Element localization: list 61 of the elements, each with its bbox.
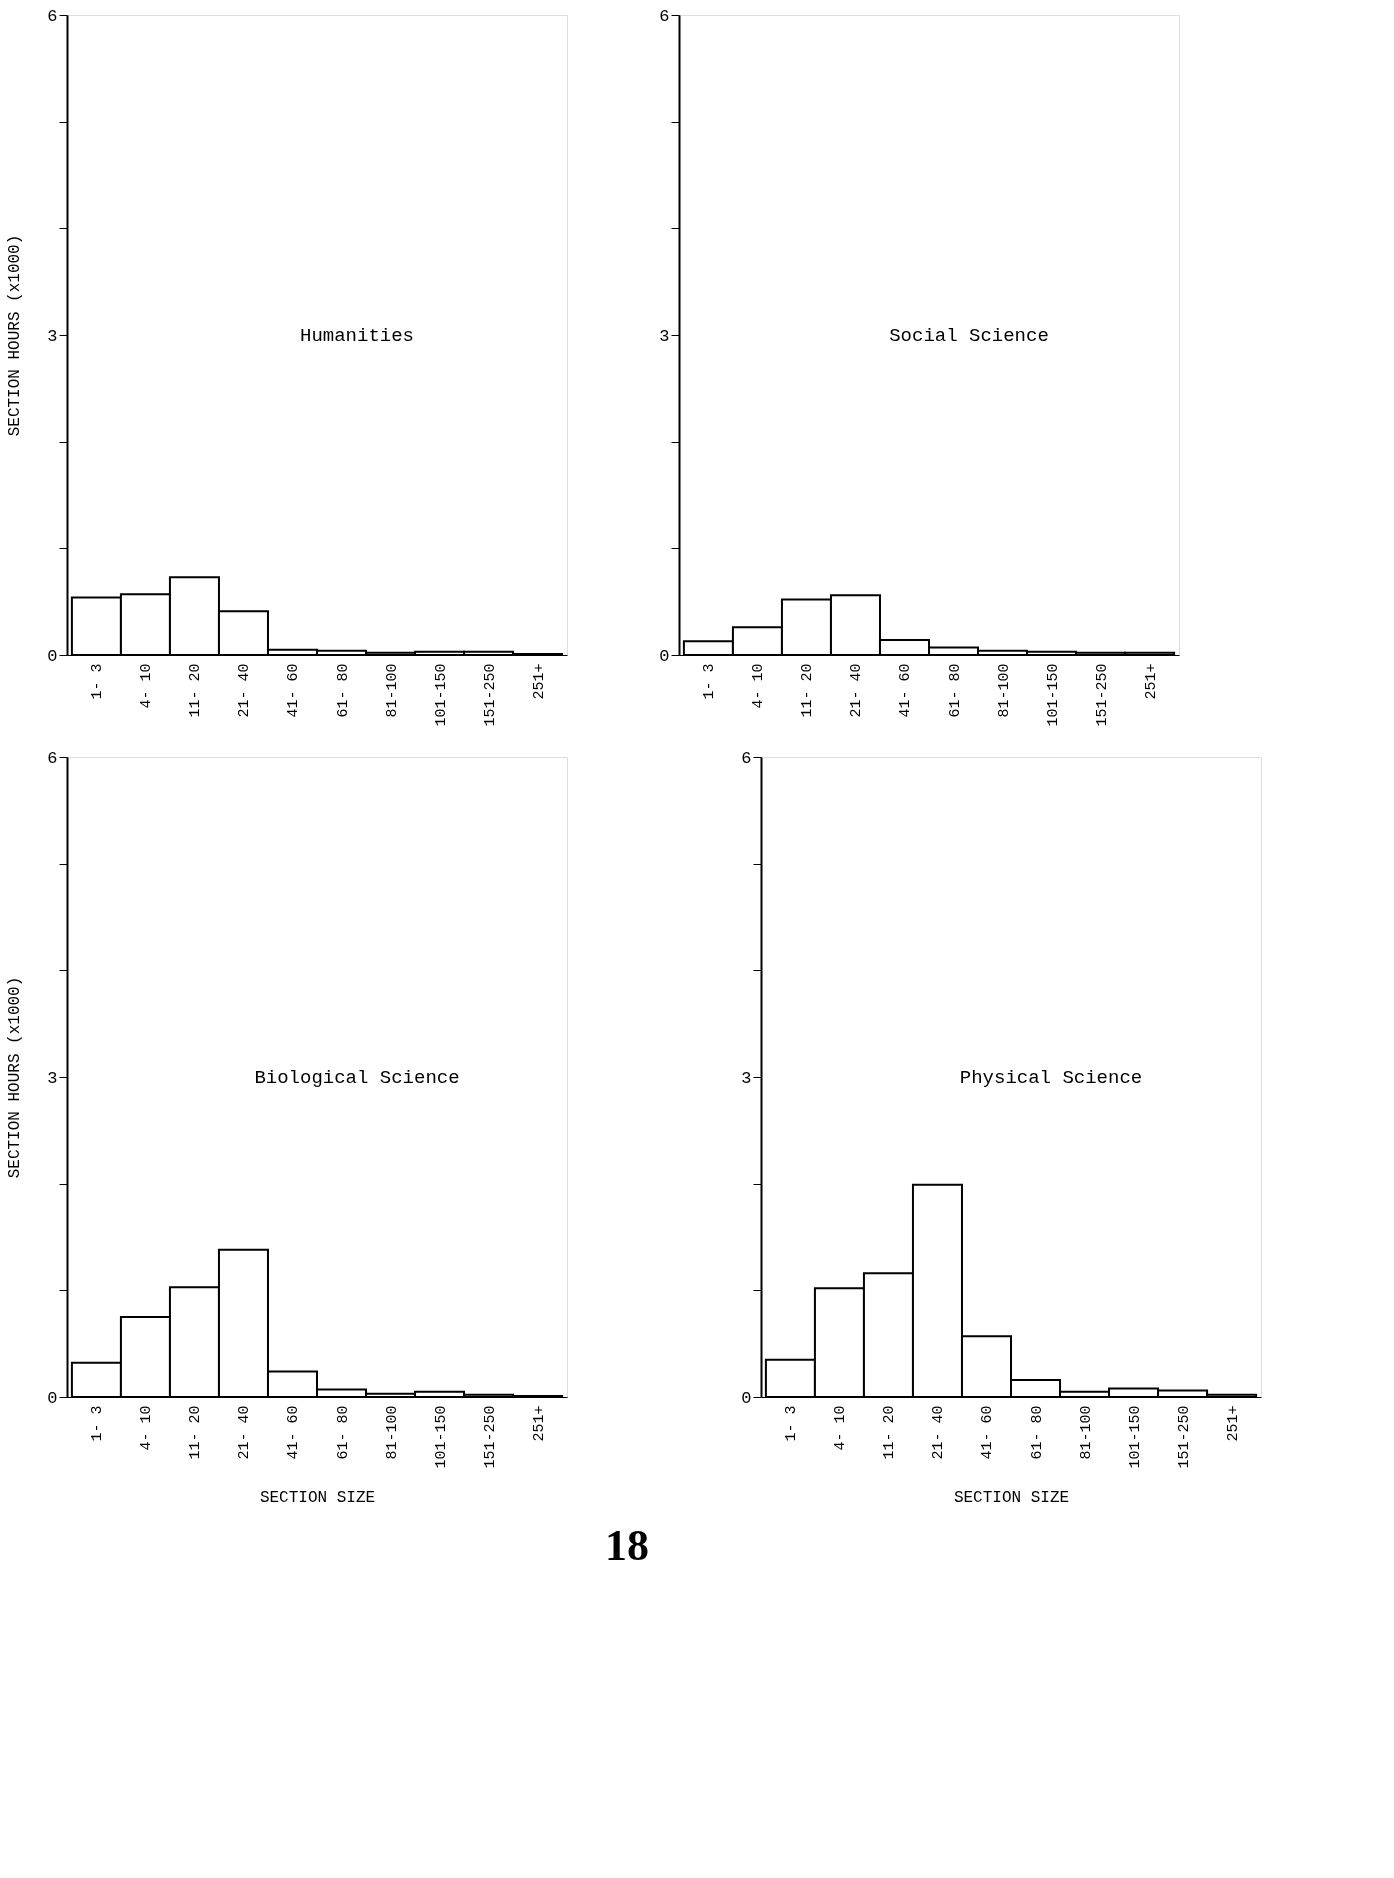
x-tick-label: 1- 3 bbox=[89, 1405, 107, 1442]
y-axis-title: SECTION HOURS (x1000) bbox=[6, 976, 25, 1179]
x-tick-label: 41- 60 bbox=[285, 663, 303, 718]
x-tick-label: 251+ bbox=[530, 1405, 548, 1442]
x-tick-label: 1- 3 bbox=[701, 663, 719, 700]
x-tick-label: 11- 20 bbox=[187, 1405, 205, 1460]
y-tick-label: 6 bbox=[741, 748, 752, 768]
y-tick-label: 0 bbox=[47, 646, 58, 666]
x-tick-label: 151-250 bbox=[1093, 663, 1111, 727]
x-tick-label: 61- 80 bbox=[1028, 1405, 1046, 1460]
text: Social Science bbox=[889, 325, 1049, 347]
y-tick-label: 3 bbox=[47, 326, 58, 346]
x-axis-title: SECTION SIZE bbox=[953, 1488, 1070, 1507]
x-tick-label: 61- 80 bbox=[334, 663, 352, 718]
y-tick-label: 0 bbox=[741, 1388, 752, 1408]
x-tick-label: 11- 20 bbox=[799, 663, 817, 718]
y-tick-label: 3 bbox=[659, 326, 670, 346]
x-tick-label: 4- 10 bbox=[138, 663, 156, 709]
x-tick-label: 251+ bbox=[530, 663, 548, 700]
x-tick-label: 101-150 bbox=[432, 1405, 450, 1469]
x-tick-label: 11- 20 bbox=[881, 1405, 899, 1460]
x-tick-label: 1- 3 bbox=[89, 663, 107, 700]
x-tick-label: 81-100 bbox=[383, 1405, 401, 1460]
x-tick-label: 61- 80 bbox=[946, 663, 964, 718]
text: 18 bbox=[605, 1521, 649, 1570]
y-tick-label: 6 bbox=[47, 6, 58, 26]
x-tick-label: 81-100 bbox=[995, 663, 1013, 718]
x-tick-label: 101-150 bbox=[1126, 1405, 1144, 1469]
x-tick-label: 4- 10 bbox=[750, 663, 768, 709]
y-tick-label: 6 bbox=[47, 748, 58, 768]
y-tick-label: 3 bbox=[741, 1068, 752, 1088]
x-tick-label: 81-100 bbox=[383, 663, 401, 718]
x-tick-label: 41- 60 bbox=[897, 663, 915, 718]
x-tick-label: 4- 10 bbox=[832, 1405, 850, 1451]
x-tick-label: 151-250 bbox=[481, 1405, 499, 1469]
x-tick-label: 21- 40 bbox=[930, 1405, 948, 1460]
y-tick-label: 0 bbox=[659, 646, 670, 666]
text: Biological Science bbox=[254, 1067, 460, 1089]
y-axis-title: SECTION HOURS (x1000) bbox=[6, 234, 25, 437]
x-tick-label: 151-250 bbox=[481, 663, 499, 727]
x-tick-label: 21- 40 bbox=[236, 663, 254, 718]
x-tick-label: 21- 40 bbox=[236, 1405, 254, 1460]
text: Humanities bbox=[299, 325, 415, 347]
x-tick-label: 21- 40 bbox=[848, 663, 866, 718]
y-tick-label: 3 bbox=[47, 1068, 58, 1088]
x-tick-label: 1- 3 bbox=[783, 1405, 801, 1442]
x-tick-label: 101-150 bbox=[432, 663, 450, 727]
y-tick-label: 6 bbox=[659, 6, 670, 26]
x-tick-label: 101-150 bbox=[1044, 663, 1062, 727]
x-tick-label: 11- 20 bbox=[187, 663, 205, 718]
x-tick-label: 4- 10 bbox=[138, 1405, 156, 1451]
x-tick-label: 251+ bbox=[1142, 663, 1160, 700]
y-tick-label: 0 bbox=[47, 1388, 58, 1408]
x-tick-label: 151-250 bbox=[1175, 1405, 1193, 1469]
x-tick-label: 251+ bbox=[1224, 1405, 1242, 1442]
x-tick-label: 81-100 bbox=[1077, 1405, 1095, 1460]
x-tick-label: 41- 60 bbox=[285, 1405, 303, 1460]
x-axis-title: SECTION SIZE bbox=[259, 1488, 376, 1507]
x-tick-label: 41- 60 bbox=[979, 1405, 997, 1460]
text: Physical Science bbox=[959, 1067, 1143, 1089]
x-tick-label: 61- 80 bbox=[334, 1405, 352, 1460]
